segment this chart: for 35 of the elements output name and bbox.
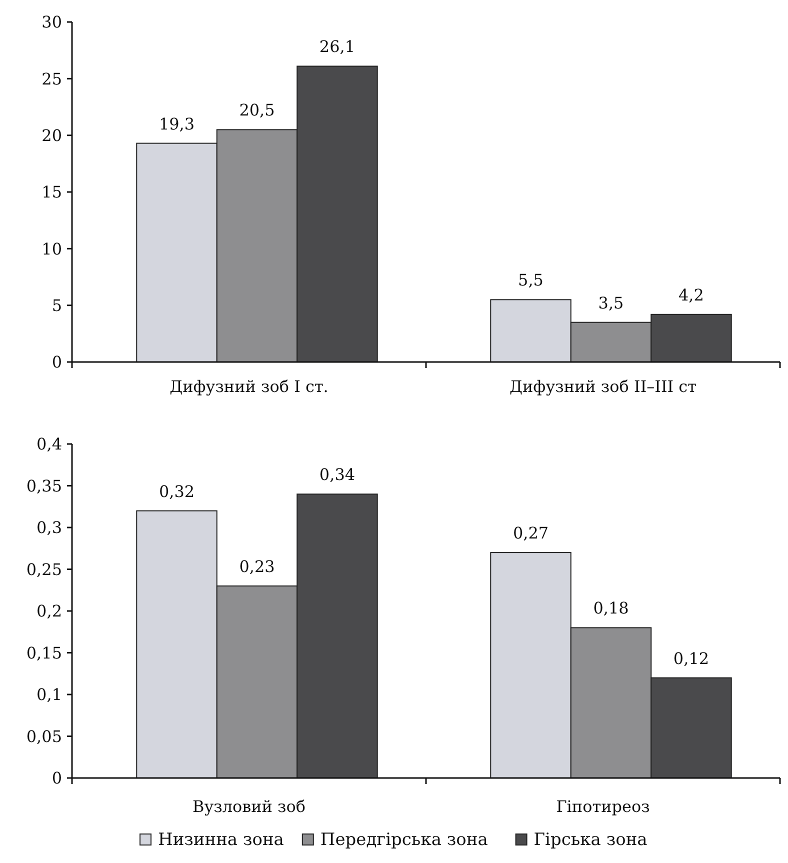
y-tick-label: 0,2 (36, 602, 62, 621)
data-label: 0,18 (593, 598, 629, 618)
data-label: 0,32 (158, 482, 195, 501)
y-tick-label: 0 (52, 768, 62, 788)
y-tick-label: 0,3 (36, 518, 62, 538)
data-label: 5,5 (518, 270, 544, 290)
y-tick-label: 0 (52, 352, 62, 372)
data-label: 26,1 (319, 37, 356, 56)
y-tick-label: 0,05 (26, 726, 62, 746)
data-label: 0,12 (673, 648, 710, 668)
y-tick-label: 30 (42, 12, 62, 32)
legend-label: Низинна зона (158, 830, 284, 850)
x-tick-label: Вузловий зоб (192, 797, 306, 816)
data-label: 4,2 (678, 285, 704, 304)
y-tick-label: 15 (42, 182, 62, 202)
x-tick-label: Дифузний зоб I ст. (170, 377, 328, 396)
data-label: 0,27 (512, 524, 549, 543)
y-tick-label: 5 (52, 296, 62, 315)
data-label: 20,5 (239, 100, 275, 120)
y-tick-label: 0,15 (26, 643, 62, 662)
y-tick-label: 0,1 (36, 685, 62, 704)
legend-label: Гірська зона (534, 830, 648, 850)
data-label: 19,3 (158, 114, 195, 134)
y-tick-label: 10 (42, 239, 62, 258)
legend-label: Передгірська зона (320, 830, 488, 850)
y-tick-label: 25 (42, 69, 62, 88)
y-tick-label: 0,4 (36, 434, 62, 454)
y-tick-label: 0,35 (26, 476, 62, 496)
x-tick-label: Дифузний зоб II–III ст (510, 377, 697, 396)
data-label: 0,23 (239, 556, 275, 576)
data-label: 3,5 (598, 293, 624, 312)
data-label: 0,34 (319, 465, 356, 484)
y-tick-label: 0,25 (26, 560, 62, 579)
x-tick-label: Гіпотиреоз (556, 797, 650, 816)
y-tick-label: 20 (42, 126, 62, 145)
